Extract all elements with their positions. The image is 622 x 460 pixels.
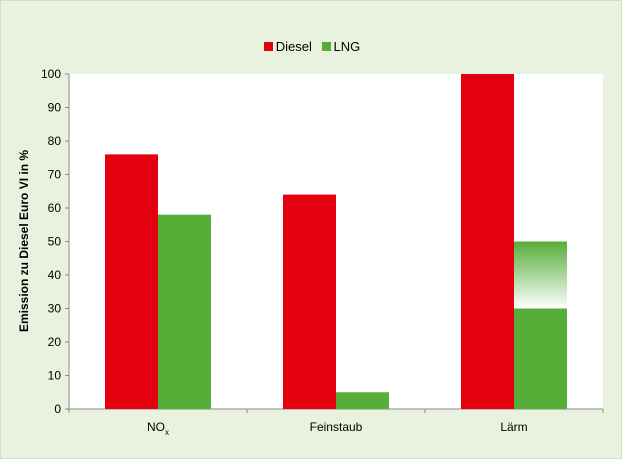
legend-swatch-lng bbox=[321, 42, 331, 51]
legend: Diesel LNG bbox=[1, 39, 622, 54]
x-tick-label-lrm: Lärm bbox=[500, 420, 527, 434]
x-tick-label-no: NOx bbox=[147, 420, 169, 437]
y-tick-label-0: 0 bbox=[54, 402, 61, 416]
y-tick-label-20: 20 bbox=[48, 335, 62, 349]
bar-diesel-lrm bbox=[461, 74, 514, 409]
y-tick-label-40: 40 bbox=[48, 268, 62, 282]
y-tick-label-80: 80 bbox=[48, 134, 62, 148]
y-tick-label-10: 10 bbox=[48, 369, 62, 383]
bar-diesel-no bbox=[105, 154, 158, 409]
y-tick-label-90: 90 bbox=[48, 101, 62, 115]
bar-diesel-feinstaub bbox=[283, 194, 336, 409]
legend-item-lng: LNG bbox=[321, 39, 361, 54]
y-tick-label-60: 60 bbox=[48, 201, 62, 215]
legend-label-diesel: Diesel bbox=[275, 39, 312, 54]
bar-lng-no bbox=[158, 214, 211, 409]
bar-lng-feinstaub bbox=[336, 392, 389, 409]
y-tick-label-30: 30 bbox=[48, 302, 62, 316]
legend-label-lng: LNG bbox=[333, 39, 361, 54]
bar-lng-lrm-faded bbox=[514, 241, 567, 309]
legend-item-diesel: Diesel bbox=[263, 39, 312, 54]
y-axis-label: Emission zu Diesel Euro VI in % bbox=[17, 150, 31, 332]
x-tick-label-feinstaub: Feinstaub bbox=[310, 420, 363, 434]
legend-swatch-diesel bbox=[263, 42, 273, 51]
y-tick-label-70: 70 bbox=[48, 168, 62, 182]
y-tick-label-50: 50 bbox=[48, 235, 62, 249]
bar-lng-lrm bbox=[514, 308, 567, 409]
y-tick-label-100: 100 bbox=[41, 67, 61, 81]
